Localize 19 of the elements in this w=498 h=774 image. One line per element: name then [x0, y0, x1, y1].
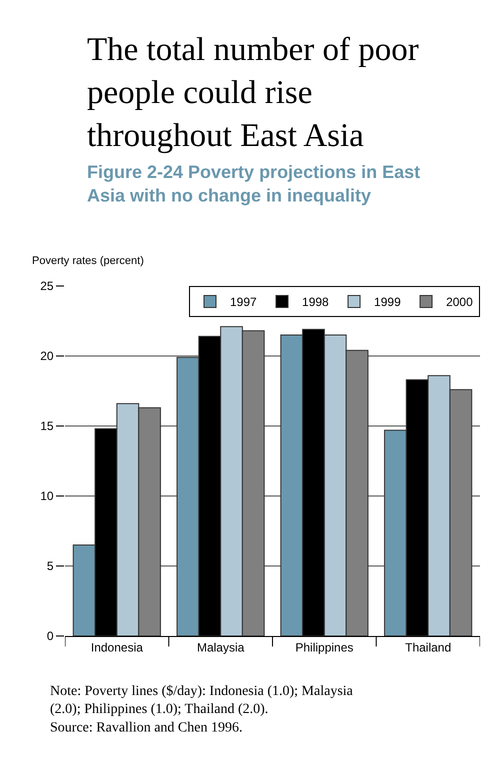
y-tick-label: 0: [46, 629, 54, 644]
legend-label: 1997: [230, 295, 258, 310]
source-note: Source: Ravallion and Chen 1996.: [50, 720, 242, 736]
legend-label: 1999: [374, 295, 402, 310]
y-tick-label: 10: [40, 489, 54, 504]
y-tick-label: 25: [40, 279, 54, 294]
x-tick-label: Indonesia: [90, 640, 144, 654]
text: Note: Poverty lines ($/day): Indonesia (1.0); Malaysia (2.0); Philippines (1.0); Thailand (2.0).: [50, 684, 354, 718]
legend-label: 1998: [302, 295, 330, 310]
y-tick-label: 20: [40, 349, 54, 364]
x-tick-label: Malaysia: [196, 640, 245, 654]
x-tick-label: Philippines: [295, 640, 354, 654]
y-tick-label: 15: [40, 419, 54, 434]
chart-title: The total number of poor people could rise throughout East Asia: [87, 32, 419, 154]
legend-label: 2000: [446, 295, 474, 310]
chart-subtitle: Figure 2-24 Poverty projections in East Asia with no change in inequality: [87, 162, 420, 206]
y-tick-label: 5: [46, 559, 54, 574]
y-axis-title: Poverty rates (percent): [32, 255, 144, 267]
x-tick-label: Thailand: [405, 640, 452, 654]
